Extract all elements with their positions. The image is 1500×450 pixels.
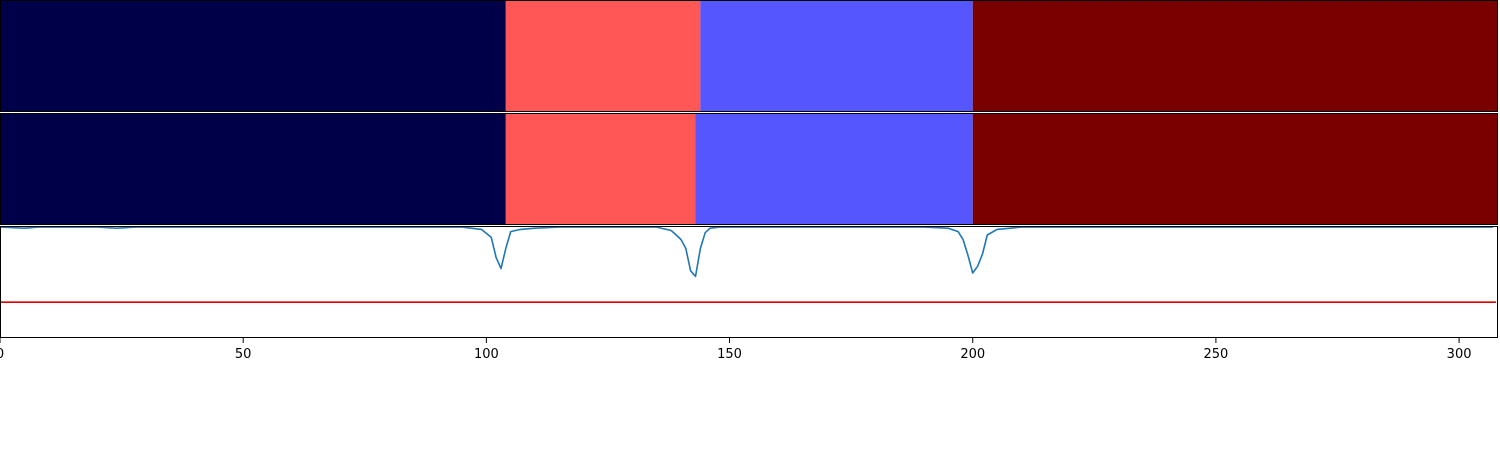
- panel-frame: [0, 0, 1498, 112]
- x-tick-label: 300: [1447, 347, 1472, 362]
- segment-3: [972, 0, 1498, 112]
- line-panel-background: [0, 226, 1498, 338]
- x-tick-label: 0: [0, 347, 4, 362]
- x-tick-label: 200: [960, 347, 985, 362]
- panel-frame: [0, 226, 1498, 338]
- x-tick-label: 150: [717, 347, 742, 362]
- segment-bar-top: [0, 0, 1498, 112]
- x-axis: 0 50 100 150 200 250 300: [0, 338, 1472, 362]
- segment-0: [0, 0, 506, 112]
- segment-1: [505, 113, 696, 225]
- x-tick-label: 50: [235, 347, 252, 362]
- score-line: [0, 226, 1494, 278]
- segment-1: [505, 0, 701, 112]
- segment-3: [972, 113, 1498, 225]
- segment-2: [700, 0, 973, 112]
- score-line-panel: [0, 226, 1498, 338]
- x-tick-label: 250: [1203, 347, 1228, 362]
- panel-frame: [0, 113, 1498, 225]
- segment-bar-bottom: [0, 113, 1498, 225]
- segment-2: [695, 113, 973, 225]
- segment-0: [0, 113, 506, 225]
- x-tick-label: 100: [474, 347, 499, 362]
